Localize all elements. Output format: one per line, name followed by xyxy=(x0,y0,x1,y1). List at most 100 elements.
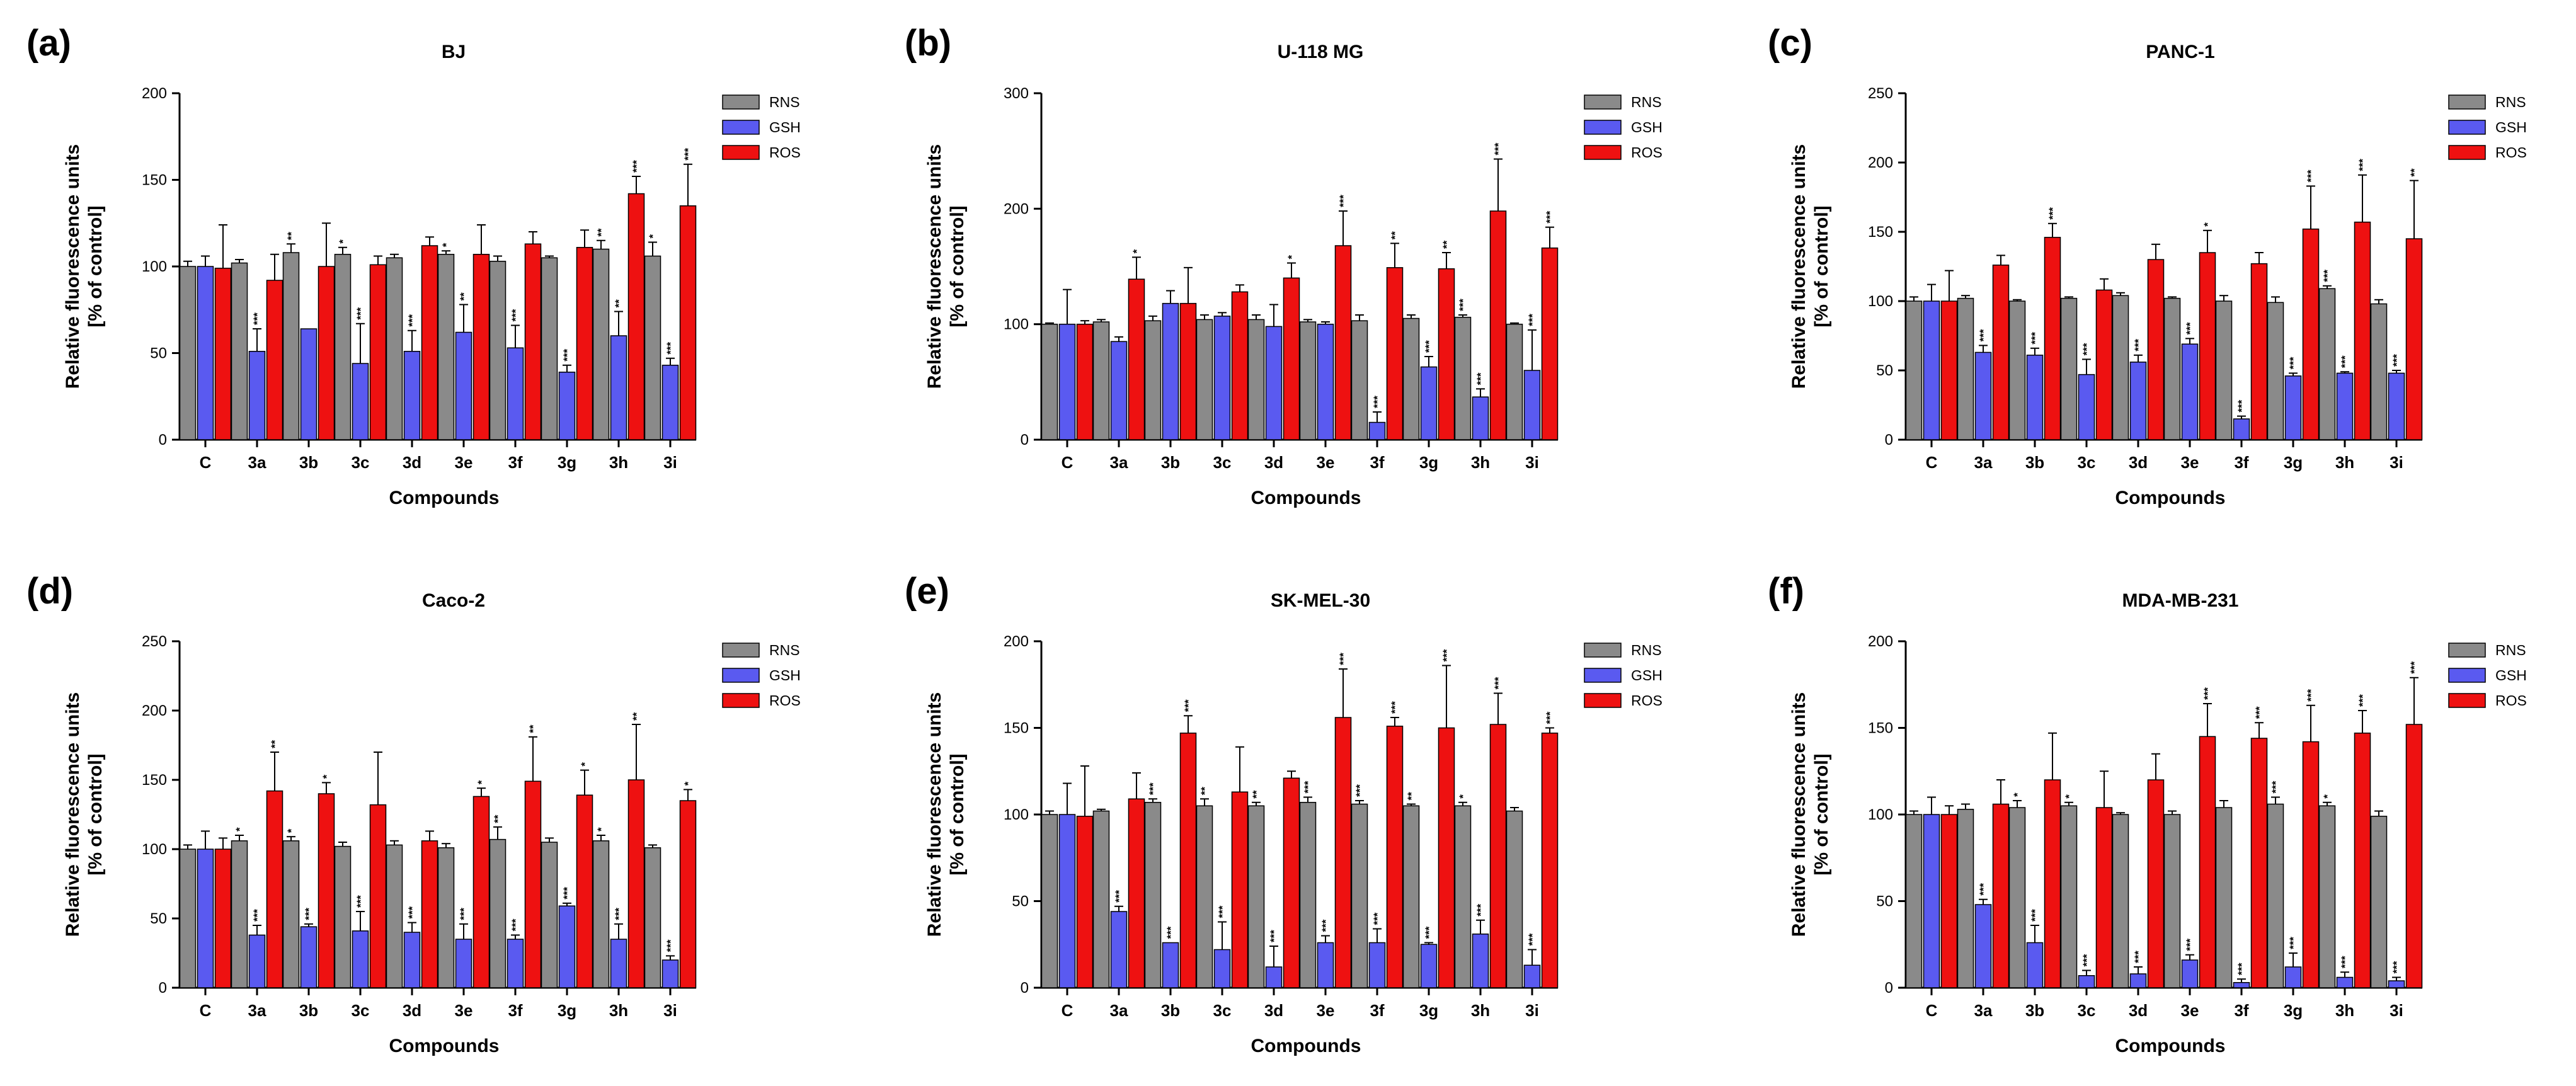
significance-label: ** xyxy=(492,814,504,823)
bar-ros xyxy=(1076,323,1094,440)
y-tick-label: 250 xyxy=(142,633,167,650)
bar-ros xyxy=(266,280,283,440)
significance-label: *** xyxy=(2081,954,2093,966)
bar-gsh xyxy=(1162,942,1179,988)
significance-label: *** xyxy=(2391,961,2403,973)
bar-ros xyxy=(524,780,542,988)
bar-gsh xyxy=(1523,964,1541,988)
bar-ros xyxy=(1489,210,1507,440)
bar-rns xyxy=(1196,319,1213,440)
significance-label: *** xyxy=(2270,780,2282,793)
x-axis-label: Compounds xyxy=(389,488,500,508)
legend-label: GSH xyxy=(1631,119,1663,135)
bar-gsh xyxy=(2233,418,2250,440)
bar-ros xyxy=(1128,278,1145,440)
significance-label: ** xyxy=(595,228,607,237)
significance-label: *** xyxy=(1337,195,1349,207)
y-axis-label: [% of control] xyxy=(85,205,106,327)
x-tick-label: C xyxy=(1062,1001,1073,1020)
significance-label: *** xyxy=(1302,780,1314,793)
bar-ros xyxy=(1334,717,1352,988)
chart-title: MDA-MB-231 xyxy=(2122,590,2238,611)
bar-rns xyxy=(1351,320,1368,440)
significance-label: ** xyxy=(613,299,625,308)
legend-swatch-rns xyxy=(1584,643,1622,658)
chart-panel-caco-2: (d) Caco-2 Relative fluorescence units [% o… xyxy=(26,571,801,1056)
bar-ros xyxy=(2302,228,2320,440)
y-tick-label: 300 xyxy=(1004,85,1029,102)
x-tick-label: 3d xyxy=(1264,1001,1283,1020)
significance-label: ** xyxy=(631,712,643,721)
bar-gsh xyxy=(1162,302,1179,440)
bar-ros xyxy=(318,266,335,440)
bar-ros xyxy=(369,804,387,988)
x-tick-label: 3g xyxy=(2284,1001,2303,1020)
bar-gsh xyxy=(2388,980,2405,988)
x-tick-label: 3b xyxy=(299,453,318,472)
x-tick-label: 3e xyxy=(2181,453,2199,472)
legend-label: RNS xyxy=(769,642,800,658)
bar-gsh xyxy=(507,939,524,988)
y-axis-label: [% of control] xyxy=(1811,205,1832,327)
x-tick-label: 3i xyxy=(2390,453,2403,472)
bar-gsh xyxy=(1058,323,1076,440)
bar-rns xyxy=(1247,805,1265,988)
significance-label: ** xyxy=(2408,168,2420,177)
y-tick-label: 100 xyxy=(1868,293,1893,310)
bar-gsh xyxy=(2129,973,2147,988)
bar-rns xyxy=(179,849,197,988)
significance-label: *** xyxy=(406,906,418,918)
significance-label: *** xyxy=(1182,699,1194,712)
x-tick-label: 3e xyxy=(1317,1001,1335,1020)
significance-label: *** xyxy=(458,908,470,920)
bar-rns xyxy=(2163,297,2181,440)
bar-rns xyxy=(231,262,248,440)
significance-label: * xyxy=(285,828,297,833)
bar-gsh xyxy=(2026,355,2044,440)
significance-label: *** xyxy=(1475,372,1487,385)
significance-label: * xyxy=(2321,794,2333,799)
significance-label: *** xyxy=(355,895,367,908)
x-tick-label: 3e xyxy=(2181,1001,2199,1020)
significance-label: *** xyxy=(2305,689,2317,702)
bar-ros xyxy=(2354,733,2371,988)
x-tick-label: 3i xyxy=(1525,453,1539,472)
bar-gsh xyxy=(2284,966,2302,988)
bar-rns xyxy=(1506,810,1523,988)
panel-letter: (c) xyxy=(1768,23,1812,64)
bar-ros xyxy=(266,790,283,988)
bar-gsh xyxy=(558,372,576,440)
significance-label: * xyxy=(579,762,591,767)
bar-ros xyxy=(1992,265,2010,440)
x-tick-label: 3h xyxy=(1471,1001,1490,1020)
bar-gsh xyxy=(1923,814,1940,988)
bar-ros xyxy=(2147,259,2165,440)
bar-ros xyxy=(1128,798,1145,988)
significance-label: *** xyxy=(1354,784,1366,797)
y-tick-label: 100 xyxy=(142,841,167,858)
y-tick-label: 50 xyxy=(1012,893,1029,910)
y-tick-label: 0 xyxy=(159,980,167,997)
legend-label: ROS xyxy=(1631,692,1663,709)
bar-rns xyxy=(2215,300,2233,440)
x-tick-label: 3e xyxy=(455,1001,473,1020)
significance-label: ** xyxy=(269,740,281,748)
bar-gsh xyxy=(1974,904,1992,988)
bar-gsh xyxy=(1265,966,1283,988)
legend-label: ROS xyxy=(2495,692,2527,709)
bar-rns xyxy=(2060,805,2078,988)
legend-label: ROS xyxy=(1631,144,1663,161)
y-tick-label: 150 xyxy=(1004,720,1029,737)
legend-swatch-ros xyxy=(2448,145,2486,160)
significance-label: *** xyxy=(561,887,573,900)
bar-rns xyxy=(1454,805,1472,988)
bar-rns xyxy=(1351,803,1368,988)
y-tick-label: 50 xyxy=(1876,893,1893,910)
y-tick-label: 150 xyxy=(142,772,167,789)
significance-label: *** xyxy=(251,909,263,922)
bar-rns xyxy=(2267,302,2284,440)
significance-label: *** xyxy=(1216,905,1228,918)
bar-ros xyxy=(2147,779,2165,988)
bar-rns xyxy=(489,838,507,988)
